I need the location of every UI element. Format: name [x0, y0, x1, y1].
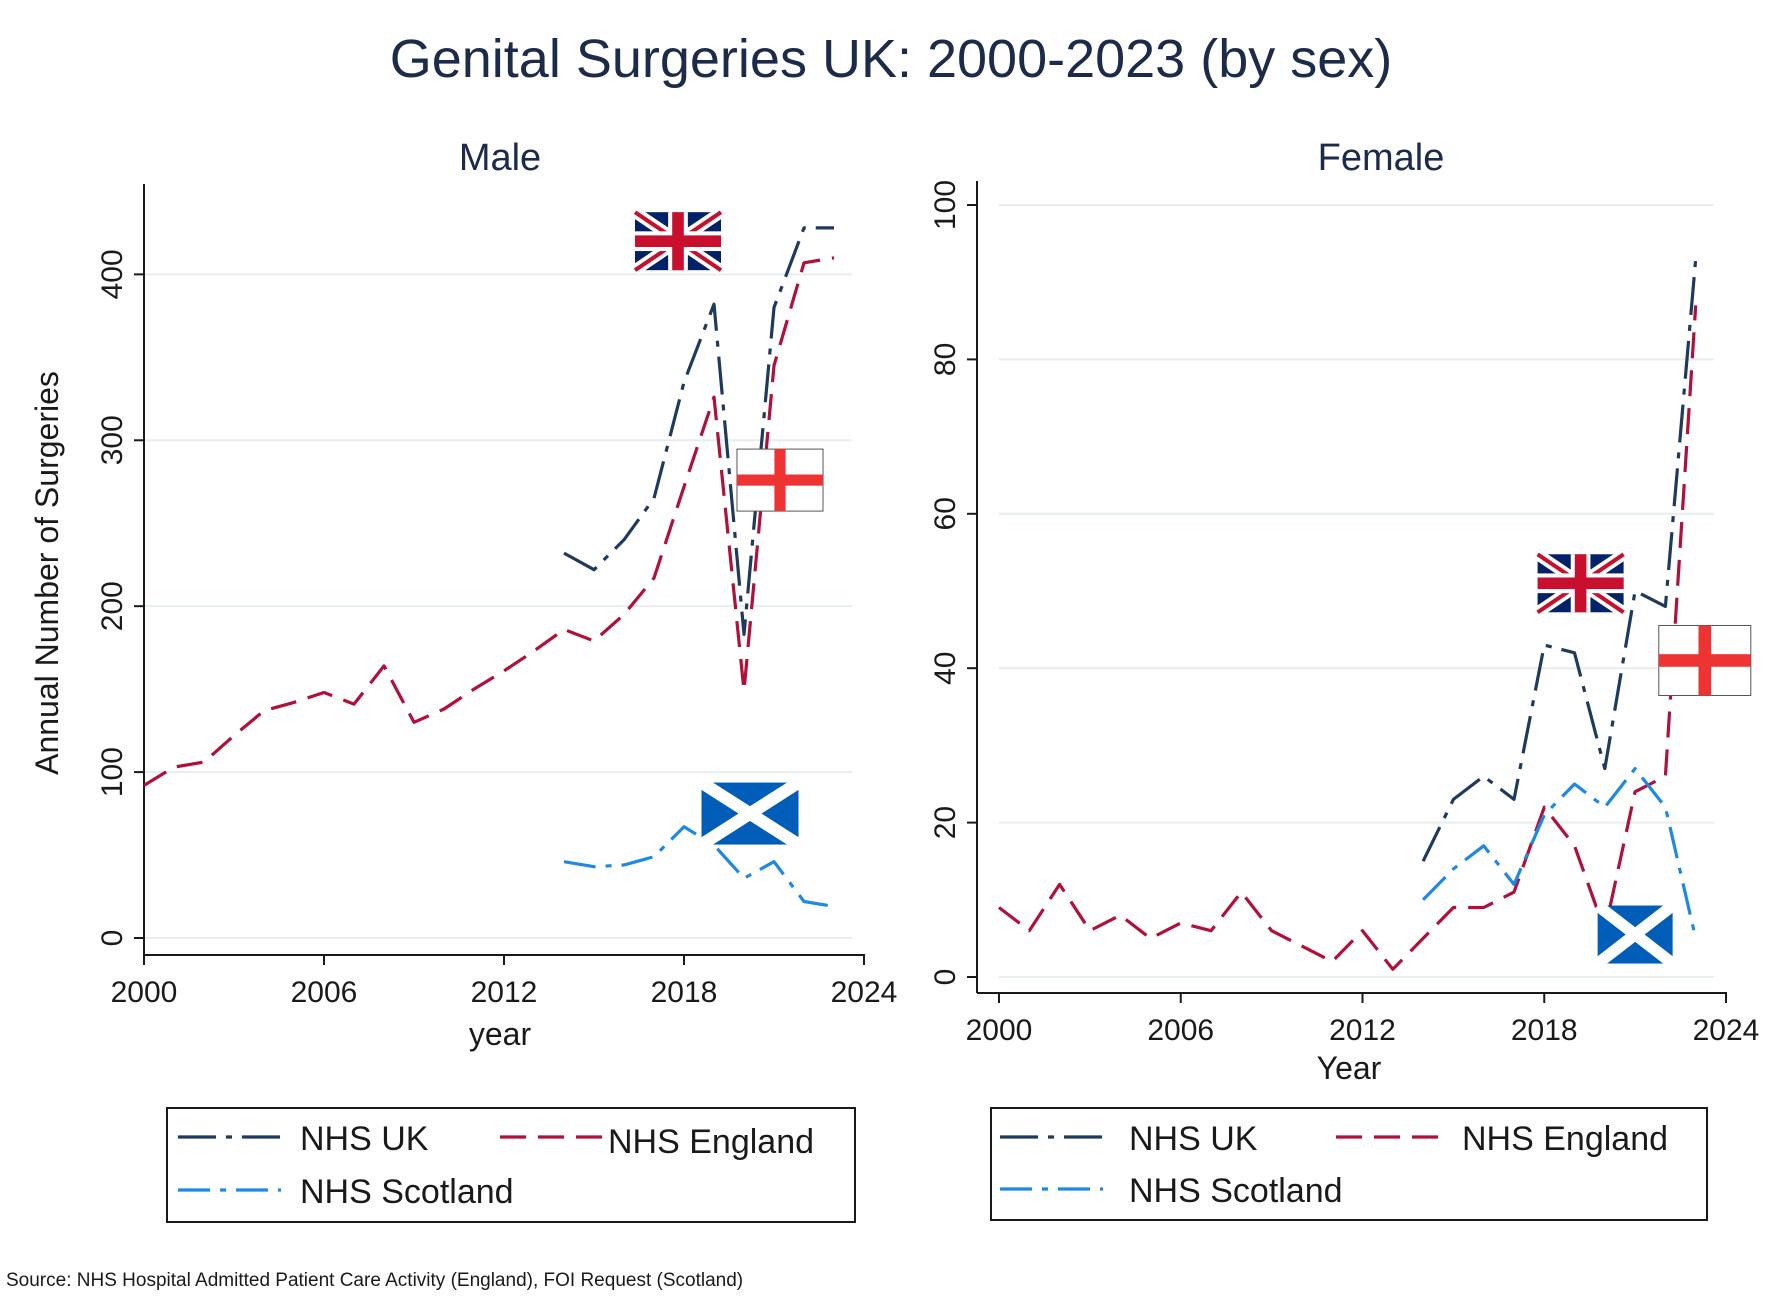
- y-tick-label: 300: [96, 415, 129, 465]
- england-flag-icon: [736, 448, 824, 512]
- female-panel: Female 0 20 40 60 80 100 2000 2006 2012 2018 2024 Ye…: [929, 137, 1760, 1221]
- legend-label-england: NHS England: [1462, 1120, 1668, 1158]
- y-tick-label: 0: [929, 969, 962, 986]
- y-tick-label: 0: [96, 930, 129, 947]
- y-tick-label: 40: [929, 652, 962, 685]
- series-line-uk: [563, 226, 834, 637]
- x-tick-label: 2006: [291, 976, 358, 1009]
- legend-box: [990, 1107, 1708, 1221]
- x-axis-label: Year: [1317, 1050, 1382, 1086]
- legend-label-scotland: NHS Scotland: [1129, 1172, 1343, 1210]
- x-tick-label: 2024: [1693, 1014, 1760, 1047]
- y-tick-label: 200: [96, 581, 129, 631]
- uk-flag-icon: [1534, 549, 1627, 618]
- x-tick-label: 2024: [831, 976, 898, 1009]
- figure-title: Genital Surgeries UK: 2000-2023 (by sex): [389, 29, 1393, 89]
- scotland-flag-icon: [1594, 900, 1677, 969]
- series-line-england: [143, 256, 835, 787]
- x-tick-label: 2012: [471, 976, 538, 1009]
- x-tick-label: 2018: [1511, 1014, 1578, 1047]
- y-tick-label: 400: [96, 249, 129, 299]
- legend: NHS UK NHS England NHS Scotland: [166, 1107, 856, 1223]
- uk-flag-icon: [631, 207, 725, 275]
- series-line-scotland: [563, 825, 835, 909]
- y-tick-label: 100: [96, 747, 129, 797]
- y-tick-label: 20: [929, 806, 962, 839]
- x-tick-label: 2000: [111, 976, 178, 1009]
- legend-label-uk: NHS UK: [1129, 1120, 1258, 1158]
- legend: NHS UK NHS England NHS Scotland: [990, 1107, 1708, 1221]
- scotland-flag-icon: [698, 777, 802, 850]
- legend-label-scotland: NHS Scotland: [300, 1173, 514, 1211]
- x-axis-label: year: [469, 1016, 532, 1052]
- source-note: Source: NHS Hospital Admitted Patient Ca…: [6, 1270, 744, 1291]
- x-tick-label: 2018: [651, 976, 718, 1009]
- series-line-england: [998, 305, 1698, 971]
- series-line-scotland: [1421, 766, 1698, 939]
- x-tick-label: 2006: [1147, 1014, 1214, 1047]
- x-tick-label: 2012: [1329, 1014, 1396, 1047]
- series-line-uk: [1421, 258, 1698, 862]
- legend-box: [166, 1107, 856, 1223]
- y-tick-label: 100: [929, 180, 962, 230]
- y-axis-label: Annual Number of Surgeries: [29, 371, 65, 775]
- panel-title: Male: [459, 137, 541, 179]
- legend-label-england: NHS England: [608, 1123, 814, 1161]
- male-panel: Male 0 100 200 300 400 2000 2006 2012 2018 2024 yea…: [29, 137, 898, 1223]
- y-tick-label: 80: [929, 343, 962, 376]
- legend-label-uk: NHS UK: [300, 1120, 429, 1158]
- x-tick-label: 2000: [966, 1014, 1033, 1047]
- england-flag-icon: [1658, 624, 1752, 696]
- y-tick-label: 60: [929, 497, 962, 530]
- panel-title: Female: [1318, 137, 1445, 179]
